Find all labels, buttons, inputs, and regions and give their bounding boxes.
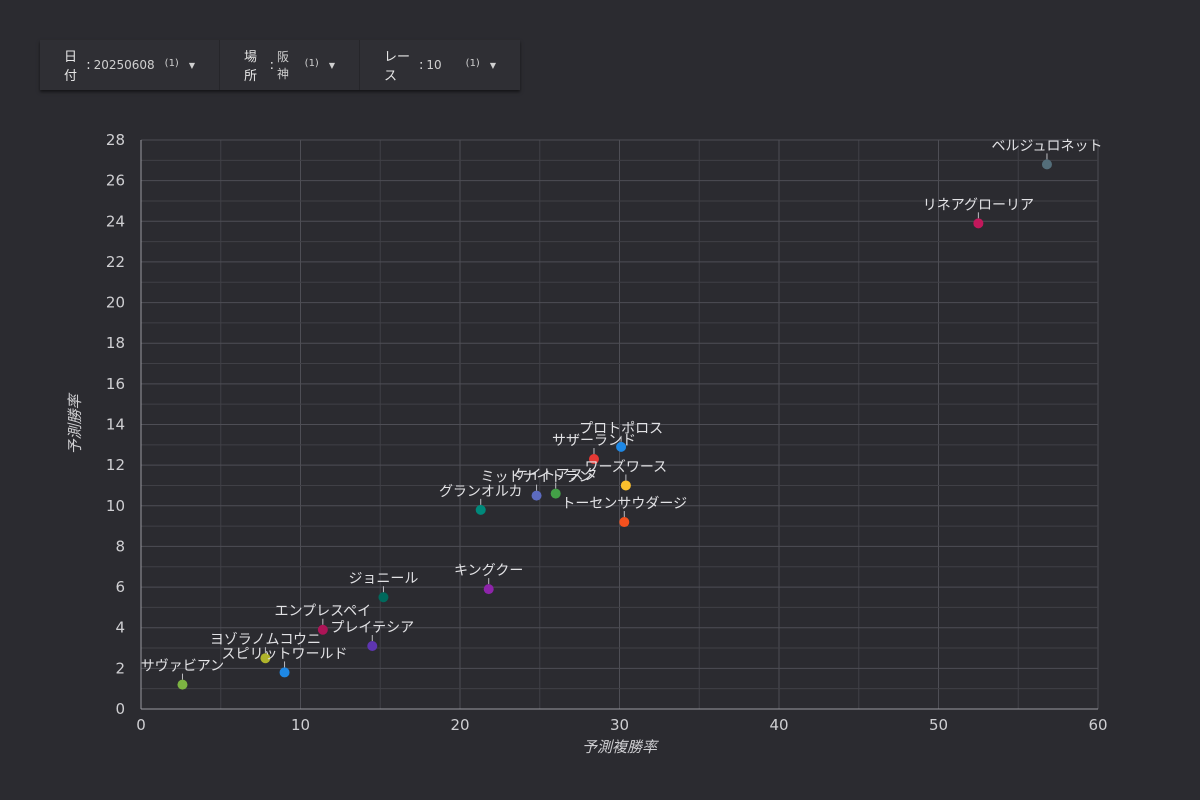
x-tick-label: 50 (929, 716, 948, 734)
y-axis-title: 予測勝率 (66, 393, 84, 455)
date-filter-label: 日付 (64, 50, 78, 84)
x-tick-label: 10 (291, 716, 310, 734)
point-label: キングクー (454, 563, 523, 579)
y-tick-label: 20 (106, 294, 125, 312)
y-tick-label: 4 (115, 619, 125, 637)
caret-down-icon: ▼ (489, 60, 496, 70)
point-marker (531, 490, 542, 501)
data-point: ワーズワース (585, 459, 668, 491)
point-marker (616, 441, 627, 452)
y-tick-label: 18 (106, 334, 125, 352)
point-label: サヴァビアン (141, 658, 224, 675)
y-tick-label: 26 (106, 172, 125, 190)
point-label: リネアグローリア (923, 197, 1034, 213)
data-point: スピリットワールド (222, 646, 348, 678)
point-marker (1041, 159, 1052, 170)
point-label: ジョニール (348, 571, 418, 587)
point-marker (367, 641, 378, 652)
venue-filter-count: (1) (304, 57, 319, 69)
point-label: ヨゾラノムコウニ (210, 632, 321, 648)
point-marker (317, 624, 328, 635)
point-label: エンプレスペイ (275, 604, 372, 620)
venue-filter-value: 阪神 (277, 50, 290, 81)
point-label: ケイトアスタ (514, 468, 598, 484)
y-tick-label: 12 (106, 456, 125, 474)
data-point: キングクー (454, 563, 523, 595)
x-tick-label: 60 (1088, 716, 1107, 734)
data-point: サザーランド (552, 433, 636, 465)
point-marker (378, 592, 389, 603)
point-marker (279, 667, 290, 678)
y-tick-label: 0 (115, 700, 125, 718)
data-point: エンプレスペイ (275, 604, 372, 635)
data-point: ベルジュロネット (991, 138, 1102, 170)
data-point: ヨゾラノムコウニ (210, 632, 321, 664)
point-label: トーセンサウダージ (561, 496, 687, 512)
race-filter[interactable]: レース: 10 (1) ▼ (360, 40, 520, 90)
x-axis-title: 予測複勝率 (582, 738, 659, 756)
point-label: ワーズワース (585, 459, 668, 475)
data-point: リネアグローリア (923, 197, 1034, 229)
caret-down-icon: ▼ (328, 60, 335, 70)
date-filter[interactable]: 日付: 20250608 (1) ▼ (40, 40, 220, 90)
point-marker (620, 480, 631, 491)
race-filter-value: 10 (426, 58, 442, 72)
y-tick-label: 10 (106, 497, 125, 515)
date-filter-count: (1) (164, 57, 179, 69)
point-label: グランオルカ (439, 484, 523, 500)
y-tick-label: 2 (115, 659, 125, 677)
data-point: サヴァビアン (141, 658, 224, 690)
point-label: ミッドナイトラン (481, 470, 593, 486)
point-marker (260, 653, 271, 664)
data-point: プロトポロス (579, 421, 663, 452)
point-label: ベルジュロネット (991, 138, 1102, 154)
venue-filter[interactable]: 場所: 阪神 (1) ▼ (220, 40, 360, 90)
x-tick-label: 30 (610, 716, 629, 734)
x-tick-label: 40 (769, 716, 788, 734)
point-marker (550, 488, 561, 499)
filter-bar: 日付: 20250608 (1) ▼ 場所: 阪神 (1) ▼ レース: 10 … (40, 40, 520, 90)
data-point: ジョニール (348, 571, 418, 603)
point-marker (177, 679, 188, 690)
y-tick-label: 16 (106, 375, 125, 393)
point-label: サザーランド (552, 433, 636, 449)
date-filter-value: 20250608 (93, 58, 155, 72)
point-marker (973, 218, 984, 229)
y-tick-label: 14 (106, 416, 125, 434)
data-point: ケイトアスタ (514, 468, 598, 499)
x-tick-label: 20 (450, 716, 469, 734)
y-tick-label: 24 (106, 212, 125, 230)
point-marker (475, 504, 486, 515)
data-point: ミッドナイトラン (481, 470, 593, 501)
y-tick-label: 8 (115, 537, 125, 555)
y-tick-label: 28 (106, 131, 125, 149)
point-label: プロトポロス (579, 421, 663, 437)
data-point: プレイテシア (330, 620, 414, 652)
y-tick-label: 22 (106, 253, 125, 271)
race-filter-label: レース (384, 50, 411, 84)
race-filter-count: (1) (465, 57, 480, 69)
point-label: スピリットワールド (222, 646, 348, 662)
data-point: トーセンサウダージ (561, 496, 687, 528)
point-marker (588, 454, 599, 465)
x-tick-label: 0 (136, 716, 146, 734)
y-tick-label: 6 (115, 578, 125, 596)
point-marker (483, 584, 494, 595)
data-point: グランオルカ (439, 484, 523, 515)
point-label: プレイテシア (330, 620, 414, 636)
point-marker (619, 517, 630, 528)
venue-filter-label: 場所 (244, 50, 258, 84)
caret-down-icon: ▼ (188, 60, 195, 70)
